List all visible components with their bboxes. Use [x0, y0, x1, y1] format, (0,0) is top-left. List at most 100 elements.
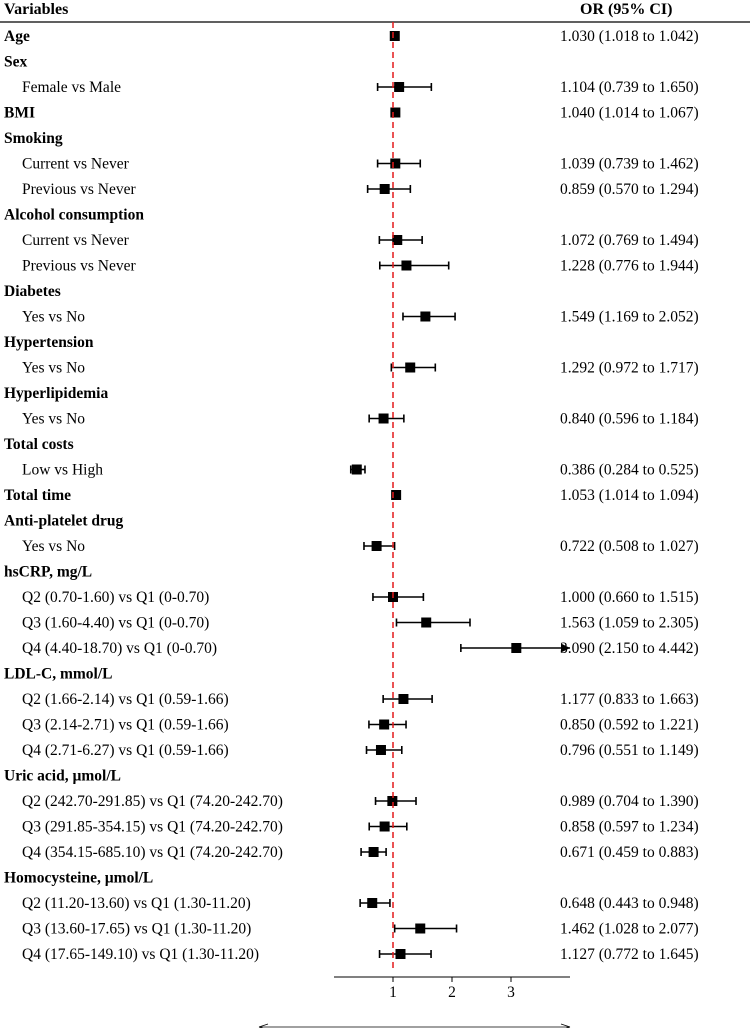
or-ci-value: 0.840 (0.596 to 1.184) — [560, 411, 699, 428]
forest-row: Yes vs No 0.722 (0.508 to 1.027) — [22, 538, 699, 555]
row-label: Q3 (1.60-4.40) vs Q1 (0-0.70) — [22, 615, 209, 632]
or-point-estimate — [379, 184, 390, 194]
or-point-estimate — [389, 31, 400, 41]
header-or-ci: OR (95% CI) — [580, 1, 672, 18]
or-point-estimate — [415, 923, 426, 934]
forest-row: Q3 (2.14-2.71) vs Q1 (0.59-1.66) 0.850 (0… — [22, 717, 699, 734]
or-ci-value: 1.030 (1.018 to 1.042) — [560, 28, 699, 45]
or-point-estimate — [395, 949, 406, 959]
or-ci-value: 0.386 (0.284 to 0.525) — [560, 462, 699, 479]
forest-row: Hypertension — [4, 334, 94, 351]
or-point-estimate — [398, 694, 409, 704]
or-point-estimate — [387, 796, 398, 806]
x-axis: 1 2 3 — [334, 976, 570, 1001]
forest-row: Q4 (17.65-149.10) vs Q1 (1.30-11.20) 1.12… — [22, 946, 699, 963]
x-axis-tick-label: 2 — [448, 984, 456, 1001]
row-label: Smoking — [4, 130, 63, 147]
or-ci-value: 0.850 (0.592 to 1.221) — [560, 717, 699, 734]
forest-row: Low vs High 0.386 (0.284 to 0.525) — [22, 462, 699, 479]
ci-truncation-arrow — [561, 643, 570, 653]
or-ci-value: 1.072 (0.769 to 1.494) — [560, 232, 699, 249]
forest-row: Homocysteine, µmol/L — [4, 870, 153, 887]
forest-row: Sex — [4, 54, 28, 71]
or-point-estimate — [405, 362, 416, 373]
forest-row: Alcohol consumption — [4, 207, 144, 224]
forest-row: Yes vs No 1.549 (1.169 to 2.052) — [22, 309, 699, 326]
or-ci-value: 1.053 (1.014 to 1.094) — [560, 487, 699, 504]
or-point-estimate — [401, 260, 412, 271]
row-label: Uric acid, µmol/L — [4, 768, 121, 785]
or-ci-value: 0.796 (0.551 to 1.149) — [560, 742, 699, 759]
forest-row: Total time 1.053 (1.014 to 1.094) — [4, 487, 699, 504]
row-label: LDL-C, mmol/L — [4, 666, 113, 683]
or-point-estimate — [392, 235, 403, 245]
forest-row: Uric acid, µmol/L — [4, 768, 121, 785]
row-label: Anti-platelet drug — [4, 513, 124, 530]
forest-row: Previous vs Never 0.859 (0.570 to 1.294) — [22, 181, 699, 198]
row-label: Homocysteine, µmol/L — [4, 870, 153, 887]
row-label: Alcohol consumption — [4, 207, 144, 224]
row-label: Yes vs No — [22, 360, 85, 377]
forest-row: Anti-platelet drug — [4, 513, 124, 530]
or-point-estimate — [367, 898, 378, 908]
or-ci-value: 0.648 (0.443 to 0.948) — [560, 895, 699, 912]
row-label: Q2 (0.70-1.60) vs Q1 (0-0.70) — [22, 589, 209, 606]
row-label: Low vs High — [22, 462, 103, 479]
table-rows: Age 1.030 (1.018 to 1.042) Sex Female vs Ma… — [4, 28, 699, 963]
row-label: Q2 (1.66-2.14) vs Q1 (0.59-1.66) — [22, 691, 229, 708]
or-ci-value: 1.000 (0.660 to 1.515) — [560, 589, 699, 606]
forest-row: BMI 1.040 (1.014 to 1.067) — [4, 105, 699, 122]
or-ci-value: 0.722 (0.508 to 1.027) — [560, 538, 699, 555]
row-label: Q4 (17.65-149.10) vs Q1 (1.30-11.20) — [22, 946, 259, 963]
or-ci-value: 1.563 (1.059 to 2.305) — [560, 615, 699, 632]
or-ci-value: 0.989 (0.704 to 1.390) — [560, 793, 699, 810]
forest-row: Q2 (11.20-13.60) vs Q1 (1.30-11.20) 0.648… — [22, 895, 699, 912]
forest-row: Smoking — [4, 130, 63, 147]
forest-row: Hyperlipidemia — [4, 385, 108, 402]
table-header: Variables OR (95% CI) — [0, 1, 750, 23]
row-label: Age — [4, 28, 30, 45]
row-label: Hyperlipidemia — [4, 385, 108, 402]
forest-row: Q2 (0.70-1.60) vs Q1 (0-0.70) 1.000 (0.66… — [22, 589, 699, 606]
or-point-estimate — [390, 107, 401, 118]
or-ci-value: 0.859 (0.570 to 1.294) — [560, 181, 699, 198]
direction-arrows: Protective factorRisk factor — [258, 1023, 571, 1028]
row-label: Q4 (354.15-685.10) vs Q1 (74.20-242.70) — [22, 844, 283, 861]
forest-row: Yes vs No 1.292 (0.972 to 1.717) — [22, 360, 699, 377]
row-label: Q3 (2.14-2.71) vs Q1 (0.59-1.66) — [22, 717, 229, 734]
row-label: Previous vs Never — [22, 181, 136, 198]
or-point-estimate — [375, 745, 386, 755]
or-point-estimate — [351, 464, 362, 475]
row-label: Sex — [4, 54, 28, 71]
or-ci-value: 1.462 (1.028 to 2.077) — [560, 921, 699, 938]
row-label: Q4 (4.40-18.70) vs Q1 (0-0.70) — [22, 640, 217, 657]
or-point-estimate — [378, 413, 389, 424]
x-axis-tick-label: 3 — [507, 984, 515, 1001]
forest-row: Q4 (4.40-18.70) vs Q1 (0-0.70) 3.090 (2.1… — [22, 640, 699, 657]
row-label: Current vs Never — [22, 156, 130, 173]
row-label: Female vs Male — [22, 79, 121, 96]
or-ci-value: 1.104 (0.739 to 1.650) — [560, 79, 699, 96]
or-ci-value: 0.858 (0.597 to 1.234) — [560, 819, 699, 836]
or-ci-value: 1.177 (0.833 to 1.663) — [560, 691, 699, 708]
or-ci-value: 1.040 (1.014 to 1.067) — [560, 105, 699, 122]
row-label: Yes vs No — [22, 309, 85, 326]
or-point-estimate — [368, 847, 379, 857]
row-label: BMI — [4, 105, 35, 122]
header-variables: Variables — [4, 1, 68, 18]
row-label: Total time — [4, 487, 71, 504]
or-ci-value: 1.292 (0.972 to 1.717) — [560, 360, 699, 377]
row-label: Q3 (13.60-17.65) vs Q1 (1.30-11.20) — [22, 921, 251, 938]
row-label: hsCRP, mg/L — [4, 564, 92, 581]
forest-row: Q3 (13.60-17.65) vs Q1 (1.30-11.20) 1.462… — [22, 921, 699, 938]
forest-row: Q3 (291.85-354.15) vs Q1 (74.20-242.70) 0… — [22, 819, 699, 836]
forest-row: Current vs Never 1.039 (0.739 to 1.462) — [22, 156, 699, 173]
row-label: Q2 (242.70-291.85) vs Q1 (74.20-242.70) — [22, 793, 283, 810]
row-label: Yes vs No — [22, 411, 85, 428]
row-label: Current vs Never — [22, 232, 130, 249]
or-point-estimate — [394, 82, 405, 92]
forest-row: LDL-C, mmol/L — [4, 666, 113, 683]
row-label: Total costs — [4, 436, 74, 453]
or-ci-value: 1.127 (0.772 to 1.645) — [560, 946, 699, 963]
